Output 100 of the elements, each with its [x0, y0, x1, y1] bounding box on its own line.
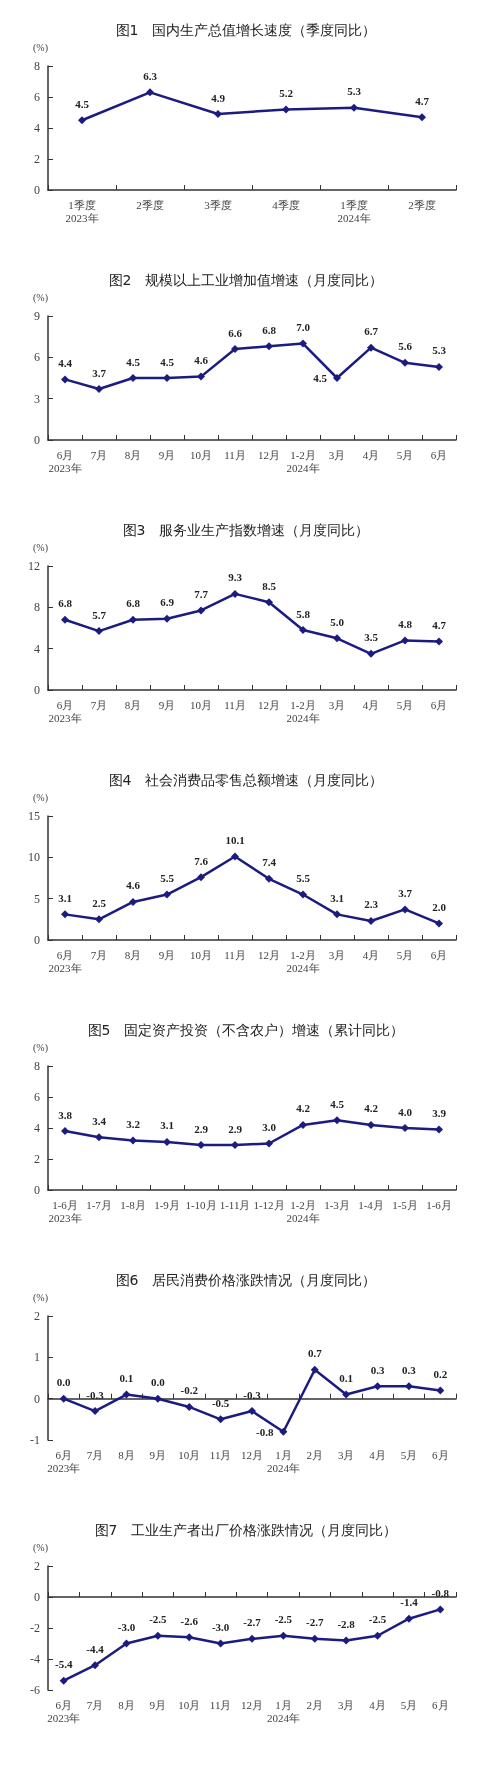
point [129, 897, 137, 906]
point [95, 385, 103, 394]
point [216, 1415, 225, 1424]
data-label: 4.5 [126, 355, 141, 368]
data-label: 6.8 [58, 597, 73, 610]
y-tick-label: 1 [34, 1350, 40, 1365]
x-tick-label: 6月 [432, 1698, 449, 1711]
point [197, 372, 205, 381]
x-tick-label: 10月 [190, 448, 212, 461]
x-tick-label: 3月 [328, 948, 346, 961]
data-label: 0.0 [150, 1376, 166, 1389]
y-tick-label: 0 [34, 183, 40, 197]
point [95, 1133, 103, 1142]
y-axis-title: (%) [33, 541, 48, 554]
x-tick-label: 10月 [190, 698, 212, 711]
point [333, 374, 341, 382]
x-tick-label: 5月 [396, 948, 414, 961]
y-tick-label: 2 [34, 1309, 40, 1323]
point [129, 1136, 137, 1145]
point [231, 345, 239, 354]
point [282, 105, 290, 114]
point [153, 1394, 162, 1403]
y-axis-title: (%) [33, 291, 48, 304]
point [265, 1139, 273, 1148]
x-tick-label: 1-5月 [392, 1198, 418, 1211]
x-tick-label: 6月 2023年 [47, 1448, 81, 1474]
x-tick-label: 12月 [241, 1448, 263, 1461]
point [333, 1116, 341, 1125]
x-tick-label: 8月 [124, 948, 142, 961]
point [153, 1631, 162, 1640]
data-label: -3.0 [211, 1621, 230, 1633]
x-tick-label: 1-10月 [185, 1198, 217, 1211]
data-label: 3.8 [58, 1108, 73, 1121]
y-tick-label: 15 [28, 809, 40, 823]
point [248, 1634, 256, 1643]
x-tick-label: 9月 [149, 1698, 167, 1711]
y-tick-label: 2 [34, 152, 40, 166]
point [404, 1382, 413, 1391]
y-tick-label: 2 [34, 1559, 40, 1573]
y-tick-label: 8 [34, 1059, 40, 1073]
point [231, 589, 239, 598]
data-label: 0.3 [402, 1363, 417, 1376]
y-axis-title: (%) [33, 1291, 48, 1304]
point [401, 636, 409, 645]
x-tick-label: 10月 [178, 1698, 201, 1711]
data-label: -5.4 [54, 1658, 73, 1671]
x-tick-label: 6月 [432, 1448, 449, 1461]
point [91, 1661, 100, 1670]
point [214, 110, 222, 119]
data-label: 6.7 [364, 325, 379, 338]
x-tick-label: 12月 [258, 948, 280, 961]
data-label: 4.0 [398, 1105, 413, 1118]
x-tick-label: 3月 [328, 448, 346, 461]
data-label: -3.0 [117, 1621, 136, 1633]
point [185, 1633, 194, 1642]
point [163, 374, 171, 382]
point [95, 915, 103, 924]
x-tick-label: 8月 [124, 448, 142, 461]
y-axis-title: (%) [33, 791, 48, 804]
x-tick-label: 5月 [396, 698, 414, 711]
x-tick-label: 4月 [362, 948, 380, 961]
data-label: 3.7 [398, 886, 413, 899]
x-tick-label: 12月 [258, 448, 280, 461]
point [373, 1631, 382, 1640]
data-label: 0.3 [370, 1363, 385, 1376]
data-label: 6.8 [262, 323, 277, 336]
y-tick-label: 0 [34, 433, 40, 447]
y-axis-title: (%) [33, 1541, 48, 1554]
point [401, 1124, 409, 1132]
y-tick-label: -4 [30, 1652, 40, 1666]
data-label: 3.7 [92, 366, 107, 379]
x-tick-label: 2月 [306, 1698, 324, 1711]
x-tick-label: 2季度 [408, 198, 436, 211]
x-tick-label: 7月 [86, 1698, 104, 1711]
x-tick-label: 6月 [430, 698, 448, 711]
x-tick-label: 1-2月 2024年 [286, 948, 320, 974]
y-tick-label: 6 [34, 350, 40, 365]
point [299, 890, 307, 899]
point [231, 1141, 239, 1150]
y-tick-label: 0 [34, 1590, 40, 1604]
point [367, 343, 375, 352]
point [265, 342, 273, 351]
x-tick-label: 1月 2024年 [266, 1448, 300, 1474]
point [78, 116, 86, 125]
point [367, 916, 375, 925]
data-label: 5.5 [296, 872, 311, 885]
x-tick-label: 6月 [430, 448, 448, 461]
point [59, 1676, 68, 1685]
x-tick-label: 6月 2023年 [48, 698, 82, 724]
x-tick-label: 8月 [118, 1698, 135, 1711]
data-label: -2.5 [149, 1613, 168, 1626]
point [95, 627, 103, 636]
x-tick-label: 9月 [149, 1448, 167, 1461]
x-tick-label: 1-8月 [120, 1198, 146, 1211]
x-tick-label: 5月 [396, 448, 414, 461]
data-label: 10.1 [225, 834, 245, 847]
x-tick-label: 2月 [306, 1448, 324, 1461]
x-tick-label: 1-7月 [86, 1198, 112, 1211]
y-tick-label: -1 [30, 1433, 40, 1447]
data-label: 5.3 [347, 85, 362, 98]
